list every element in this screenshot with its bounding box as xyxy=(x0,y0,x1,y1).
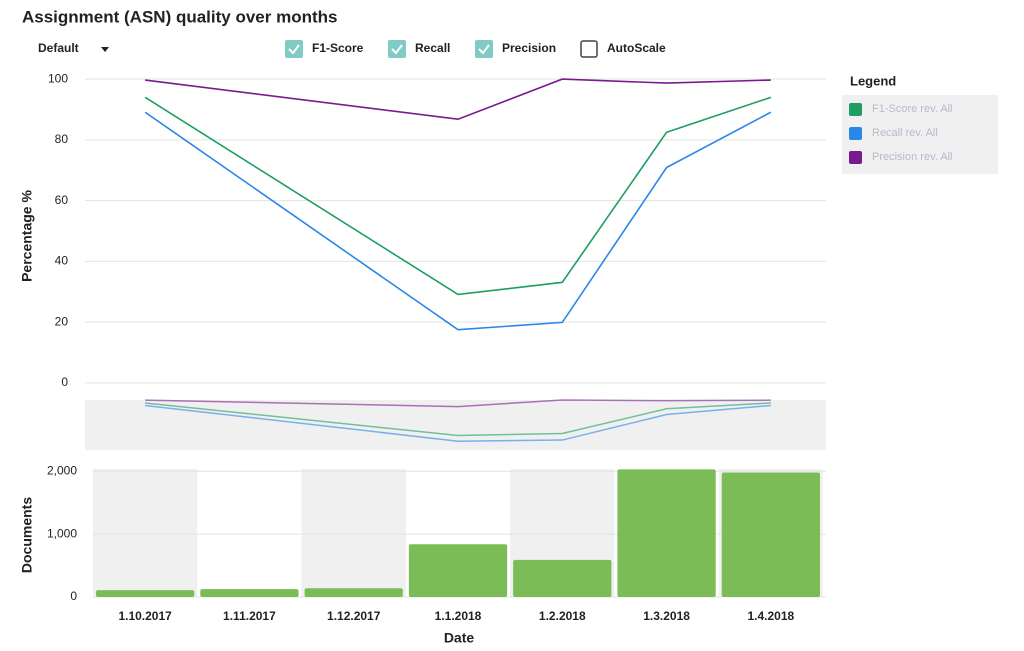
checkmark[interactable] xyxy=(478,44,490,55)
bar[interactable] xyxy=(200,589,299,597)
x-tick-label: 1.1.2018 xyxy=(435,609,482,623)
x-tick-label: 1.12.2017 xyxy=(327,609,381,623)
band xyxy=(301,469,406,597)
legend-swatch xyxy=(849,127,862,140)
bar[interactable] xyxy=(304,588,403,597)
page-title: Assignment (ASN) quality over months xyxy=(22,7,337,26)
navigator[interactable] xyxy=(85,400,826,450)
checkbox[interactable] xyxy=(475,40,493,58)
legend-label[interactable]: Precision rev. All xyxy=(872,151,953,163)
navigator-series xyxy=(145,402,771,437)
x-tick-label: 1.4.2018 xyxy=(747,609,794,623)
band xyxy=(93,469,198,597)
checkbox-label[interactable]: Recall xyxy=(415,41,450,55)
checkbox-label[interactable]: F1-Score xyxy=(312,41,364,55)
checkbox[interactable] xyxy=(388,40,406,58)
navigator-series xyxy=(145,404,771,443)
bar[interactable] xyxy=(721,472,820,597)
y-tick-label: 60 xyxy=(55,193,69,207)
legend-swatch xyxy=(849,151,862,164)
legend-box xyxy=(842,95,998,174)
bar[interactable] xyxy=(96,590,195,597)
x-tick-label: 1.2.2018 xyxy=(539,609,586,623)
line-series xyxy=(144,111,772,331)
y-tick-label: 80 xyxy=(55,132,69,146)
y-tick-label: 1,000 xyxy=(47,526,77,540)
y-tick-label: 0 xyxy=(70,589,77,603)
x-tick-label: 1.10.2017 xyxy=(118,609,172,623)
legend-swatch xyxy=(849,103,862,116)
legend-label[interactable]: Recall rev. All xyxy=(872,127,938,139)
bar[interactable] xyxy=(513,559,612,597)
bar[interactable] xyxy=(408,544,508,597)
y-axis-label: Documents xyxy=(19,497,35,573)
checkbox[interactable] xyxy=(285,40,303,58)
dropdown[interactable]: Default xyxy=(38,41,79,55)
legend-title: Legend xyxy=(850,73,896,88)
y-tick-label: 20 xyxy=(55,314,69,328)
x-tick-label: 1.3.2018 xyxy=(643,609,690,623)
y-tick-label: 0 xyxy=(61,375,68,389)
checkbox-label[interactable]: Precision xyxy=(502,41,556,55)
checkbox-label[interactable]: AutoScale xyxy=(607,41,666,55)
checkbox[interactable] xyxy=(580,40,598,58)
y-tick-label: 40 xyxy=(55,254,69,268)
x-axis-label: Date xyxy=(444,630,475,646)
bar[interactable] xyxy=(617,469,716,597)
checkmark[interactable] xyxy=(391,44,403,55)
dropdown-arrow[interactable] xyxy=(101,47,109,52)
checkmark[interactable] xyxy=(288,44,300,55)
x-tick-label: 1.11.2017 xyxy=(223,609,276,623)
line-series xyxy=(145,78,771,121)
navigator-series xyxy=(145,399,771,408)
y-tick-label: 2,000 xyxy=(47,463,77,477)
y-tick-label: 100 xyxy=(48,71,68,85)
y-axis-label: Percentage % xyxy=(19,190,35,282)
legend-label[interactable]: F1-Score rev. All xyxy=(872,103,953,115)
line-series xyxy=(144,96,772,296)
